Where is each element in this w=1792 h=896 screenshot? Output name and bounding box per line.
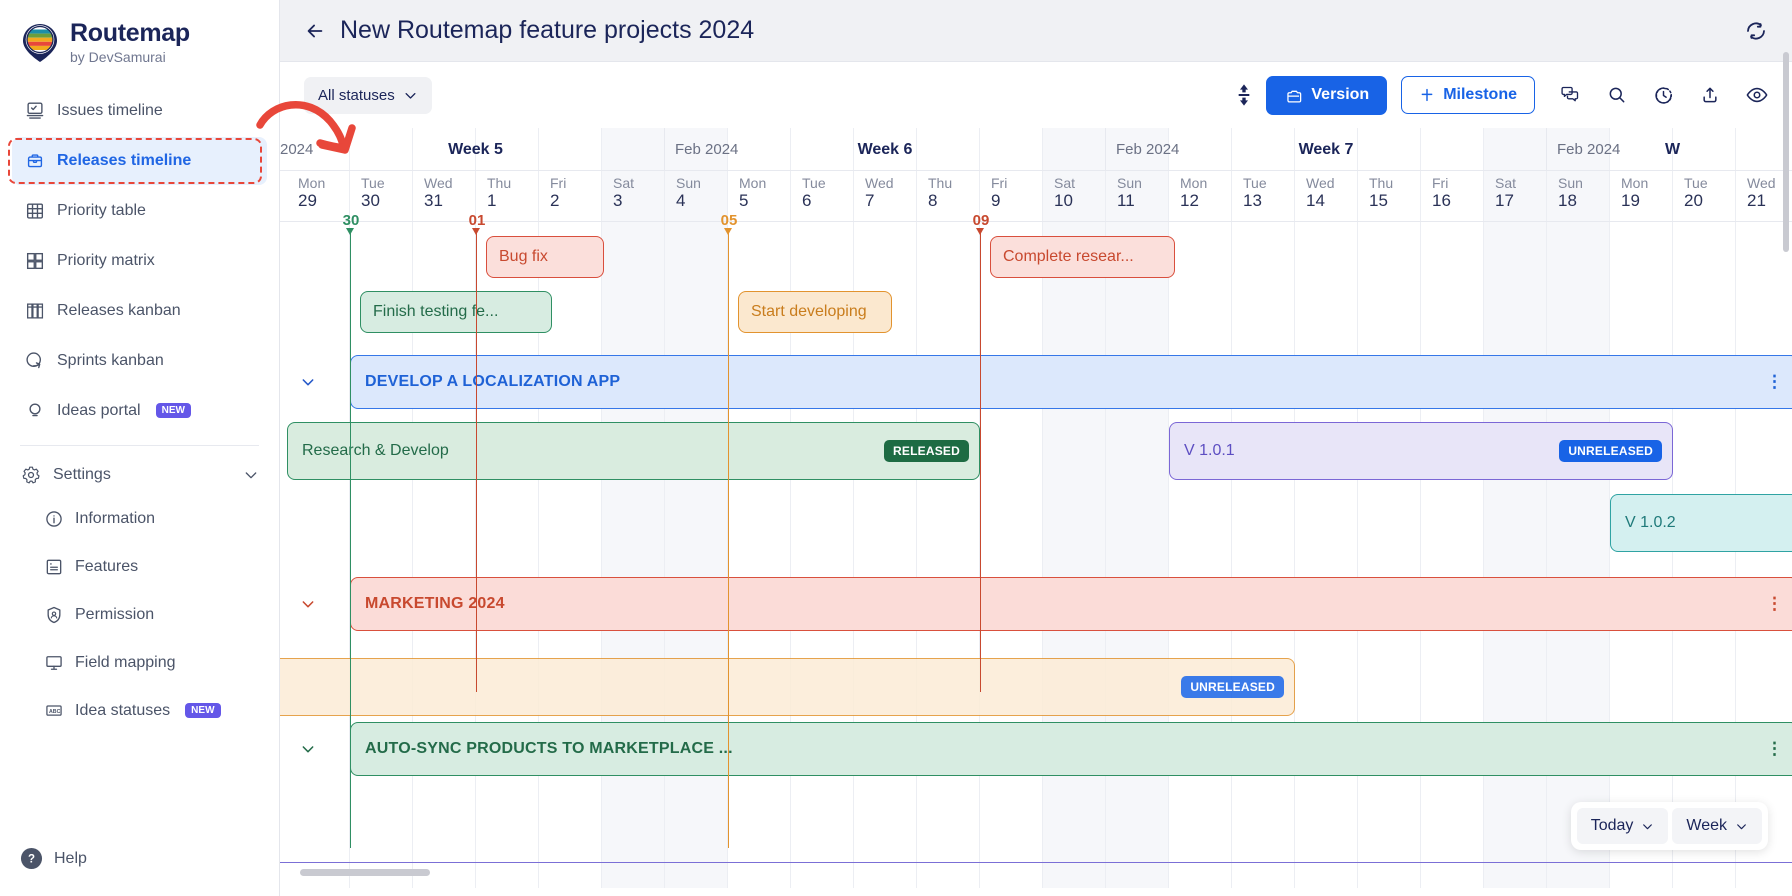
svg-text:?: ?: [28, 854, 35, 866]
svg-text:ABC: ABC: [49, 709, 61, 715]
